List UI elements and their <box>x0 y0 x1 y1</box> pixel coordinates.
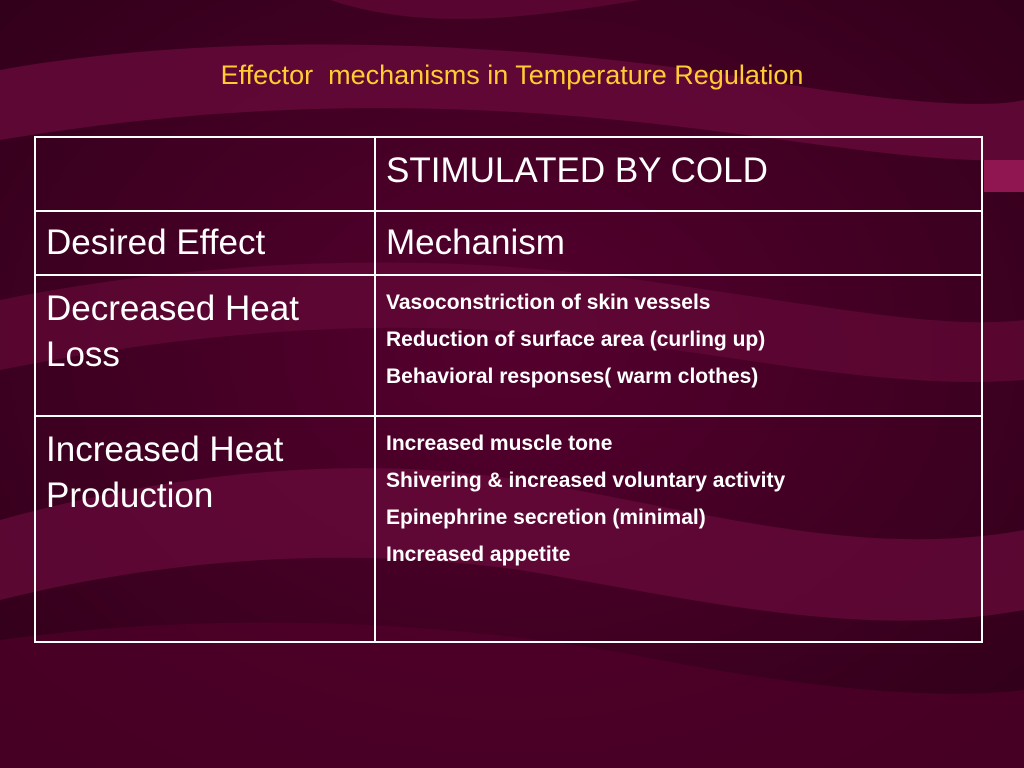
mechanism-list: Vasoconstriction of skin vessels Reducti… <box>376 276 981 395</box>
list-item: Increased muscle tone <box>386 432 613 455</box>
side-accent <box>984 160 1024 192</box>
effect-cell: Increased Heat Production <box>34 415 376 643</box>
mechanism-cell: Vasoconstriction of skin vessels Reducti… <box>374 274 983 417</box>
desired-effect-header: Desired Effect <box>34 210 376 276</box>
table-row: Decreased Heat Loss Vasoconstriction of … <box>34 274 983 417</box>
slide-title: Effector mechanisms in Temperature Regul… <box>220 60 804 90</box>
table-header-row: STIMULATED BY COLD <box>34 136 983 212</box>
mechanism-list: Increased muscle tone Shivering & increa… <box>376 417 981 573</box>
stimulus-label: STIMULATED BY COLD <box>386 151 768 190</box>
mechanism-cell: Increased muscle tone Shivering & increa… <box>374 415 983 643</box>
list-item: Increased appetite <box>386 543 571 566</box>
table-row: Increased Heat Production Increased musc… <box>34 415 983 643</box>
effect-cell: Decreased Heat Loss <box>34 274 376 417</box>
swirl-band <box>330 0 640 19</box>
list-item: Epinephrine secretion (minimal) <box>386 506 706 529</box>
list-item: Behavioral responses( warm clothes) <box>386 365 759 388</box>
swirl-band <box>0 44 1024 161</box>
header-stimulus-cell: STIMULATED BY COLD <box>374 136 983 212</box>
mechanism-header: Mechanism <box>374 210 983 276</box>
list-item: Shivering & increased voluntary activity <box>386 469 786 492</box>
list-item: Reduction of surface area (curling up) <box>386 328 766 351</box>
list-item: Vasoconstriction of skin vessels <box>386 291 711 314</box>
swirl-band <box>0 622 1024 768</box>
mechanisms-table: STIMULATED BY COLD Desired Effect Mechan… <box>34 136 983 643</box>
table-row: Desired Effect Mechanism <box>34 210 983 276</box>
header-empty-cell <box>34 136 376 212</box>
